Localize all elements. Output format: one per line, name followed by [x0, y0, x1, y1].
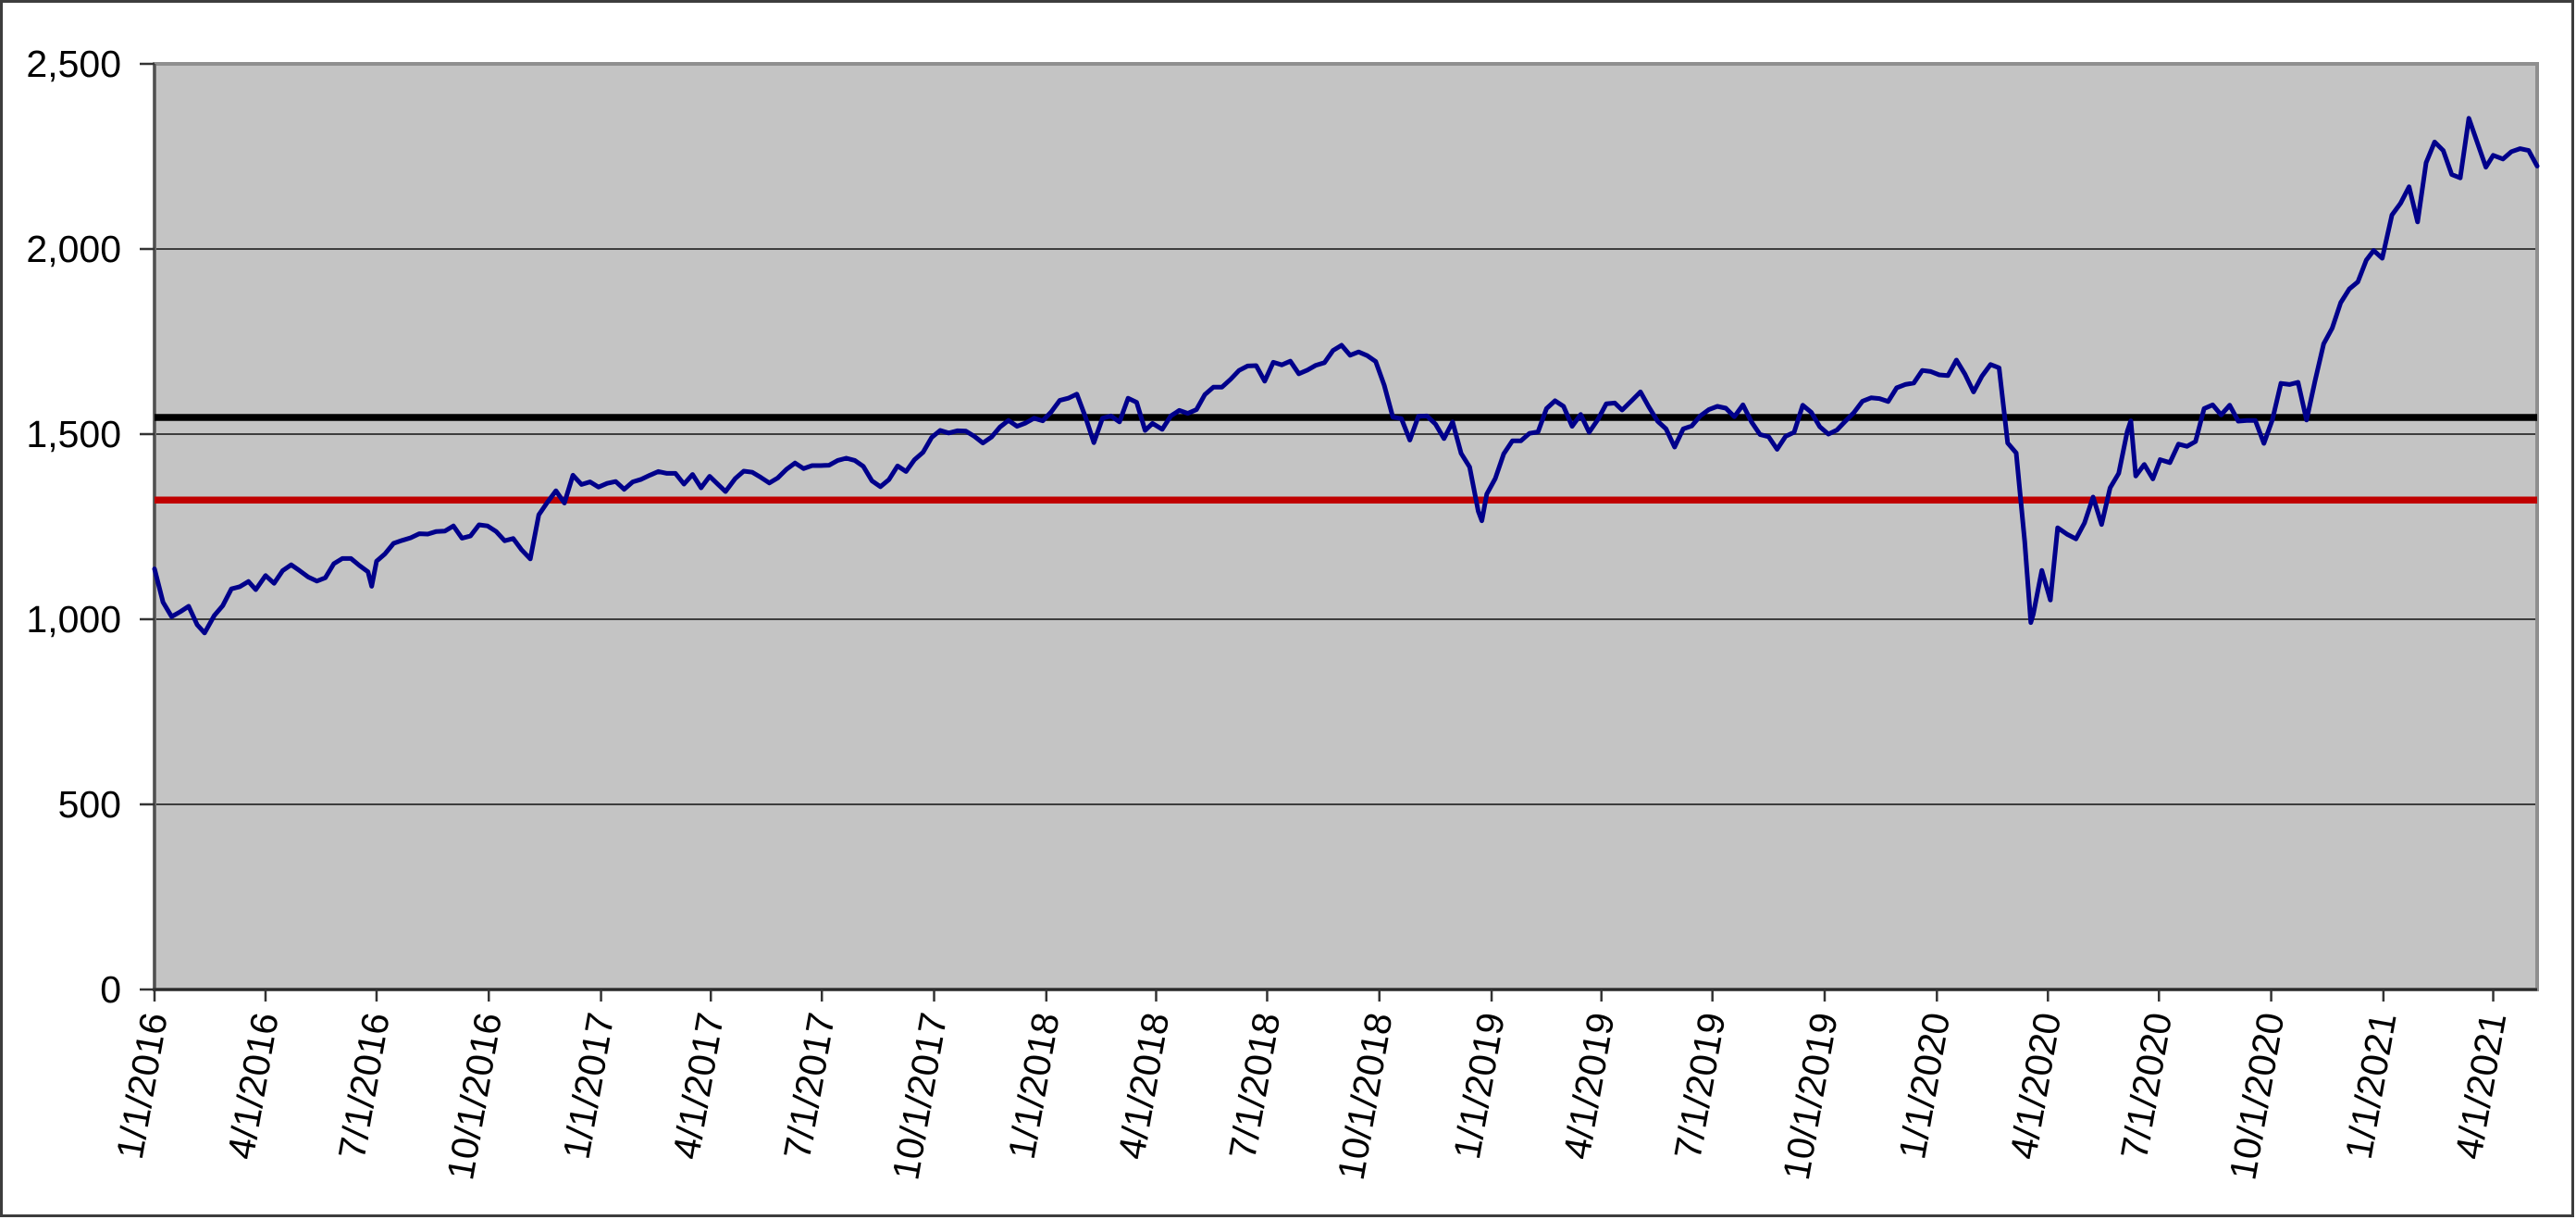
y-axis-label: 1,000: [26, 598, 121, 641]
x-axis-label: 1/1/2021: [2337, 1010, 2405, 1163]
plot-area: [155, 64, 2537, 989]
x-axis-label: 7/1/2016: [330, 1010, 398, 1163]
y-axis-label: 1,500: [26, 413, 121, 455]
y-axis-label: 0: [100, 968, 121, 1011]
x-axis-label: 10/1/2017: [884, 1010, 955, 1184]
line-chart: 0 500 1,000 1,500 2,000 2,500 1/1/2016 4/1/2016…: [26, 43, 2540, 1184]
x-axis-label: 1/1/2018: [1000, 1010, 1068, 1163]
x-axis-label: 7/1/2020: [2112, 1010, 2180, 1163]
x-axis-label: 4/1/2016: [219, 1010, 287, 1163]
x-axis-label: 4/1/2019: [1555, 1010, 1623, 1163]
x-axis-label: 4/1/2020: [2001, 1010, 2069, 1163]
x-axis-label: 7/1/2018: [1220, 1010, 1288, 1163]
x-axis-label: 10/1/2018: [1330, 1010, 1401, 1184]
x-axis-label: 1/1/2020: [1890, 1010, 1958, 1163]
y-axis-label: 2,500: [26, 43, 121, 85]
x-axis-label: 1/1/2019: [1445, 1010, 1513, 1163]
x-axis-label: 10/1/2020: [2221, 1010, 2292, 1184]
x-axis-label: 4/1/2018: [1109, 1010, 1177, 1163]
x-axis-label: 10/1/2019: [1775, 1010, 1846, 1184]
y-axis-label: 2,000: [26, 228, 121, 270]
x-axis-label: 7/1/2017: [775, 1010, 843, 1163]
x-axis-label: 1/1/2017: [554, 1010, 622, 1163]
x-axis-label: 4/1/2017: [664, 1010, 732, 1163]
x-axis-label: 1/1/2016: [108, 1010, 176, 1163]
x-axis-label: 7/1/2019: [1666, 1010, 1734, 1163]
price-line: [152, 116, 2540, 636]
y-axis-label: 500: [58, 783, 121, 826]
x-axis-label: 4/1/2021: [2446, 1010, 2514, 1163]
x-axis-label: 10/1/2016: [439, 1010, 510, 1184]
